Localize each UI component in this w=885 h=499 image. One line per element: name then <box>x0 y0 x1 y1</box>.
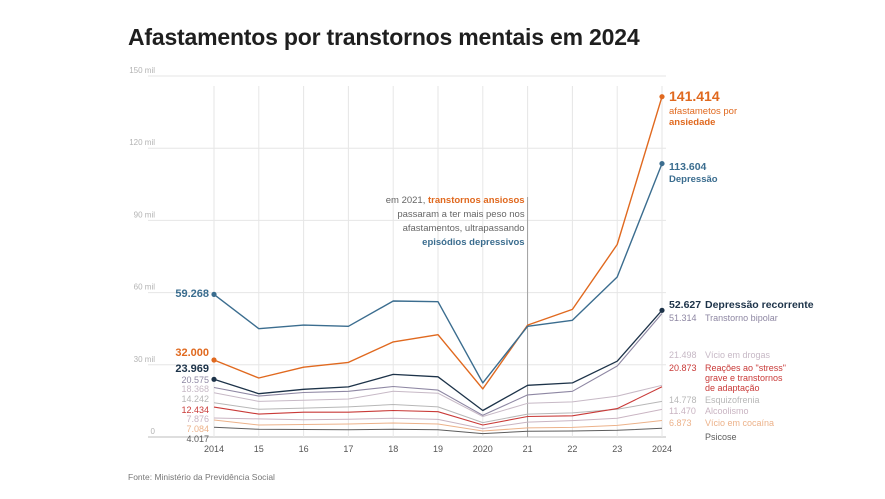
series-line-8 <box>213 419 663 432</box>
end-value-label: 20.873 <box>669 363 697 373</box>
end-value-label: 21.498 <box>669 350 697 360</box>
annotation-emph-anxiety: transtornos ansiosos <box>428 195 525 206</box>
annotation-emph-depression: episódios depressivos <box>422 237 524 248</box>
series-point-0 <box>211 291 217 297</box>
series-name-label: Vício em cocaína <box>705 418 774 428</box>
series-name-label: ansiedade <box>669 117 715 128</box>
annotation-lead: em 2021, <box>386 195 428 206</box>
start-value-label: 7.084 <box>186 424 209 434</box>
y-tick-label: 30 mil <box>134 355 156 364</box>
series-point-2 <box>659 307 665 313</box>
series-line-2 <box>213 309 663 412</box>
end-value-label: 141.414 <box>669 88 720 104</box>
start-value-label: 7.876 <box>186 414 209 424</box>
x-tick-label: 22 <box>567 444 577 454</box>
annotation-line-1: em 2021, transtornos ansiosos <box>386 195 525 206</box>
series-point-0 <box>659 160 665 167</box>
series-line-7 <box>213 408 663 430</box>
y-tick-label: 60 mil <box>134 283 156 292</box>
annotation-line-3: afastamentos, ultrapassando <box>403 223 525 234</box>
series-name-label: Depressão recorrente <box>705 299 814 311</box>
series-line-4 <box>213 384 663 417</box>
x-tick-label: 23 <box>612 444 622 454</box>
x-tick-label: 19 <box>433 444 443 454</box>
series-point-1 <box>659 94 665 100</box>
end-value-label: 6.873 <box>669 418 692 428</box>
start-value-label: 4.017 <box>186 434 209 444</box>
series-line-3 <box>213 313 663 416</box>
start-value-label: 32.000 <box>175 347 209 359</box>
x-tick-label: 17 <box>343 444 353 454</box>
y-tick-label: 120 mil <box>129 138 155 147</box>
series-name-label: Alcoolismo <box>705 406 749 416</box>
x-tick-label: 21 <box>523 444 533 454</box>
series-line-0 <box>213 163 663 384</box>
start-value-label: 12.434 <box>181 405 209 415</box>
chart-title: Afastamentos por transtornos mentais em … <box>128 24 640 50</box>
source-note: Fonte: Ministério da Previdência Social <box>128 472 275 482</box>
series-name-label: Esquizofrenia <box>705 395 760 405</box>
x-tick-label: 2024 <box>652 444 672 454</box>
series-name-label: Psicose <box>705 432 737 442</box>
start-value-label: 23.969 <box>175 363 209 375</box>
end-value-label: 113.604 <box>669 161 707 173</box>
series-name-label: Reações ao "stress" <box>705 363 786 373</box>
series-name-label: Transtorno bipolar <box>705 313 778 323</box>
y-tick-label: 90 mil <box>134 210 156 219</box>
series-name-label: grave e transtornos <box>705 373 783 383</box>
annotation-line-2: passaram a ter mais peso nos <box>397 209 525 220</box>
x-tick-label: 2014 <box>204 444 224 454</box>
series-line-9 <box>213 426 663 435</box>
end-value-label: 52.627 <box>669 299 701 311</box>
x-tick-label: 18 <box>388 444 398 454</box>
start-value-label: 14.242 <box>181 394 209 404</box>
start-value-label: 20.575 <box>181 375 209 385</box>
series-name-label: Depressão <box>669 174 718 185</box>
y-tick-label: 150 mil <box>129 66 155 75</box>
series-line-1 <box>213 96 663 390</box>
series-line-5 <box>213 386 663 426</box>
x-tick-label: 15 <box>254 444 264 454</box>
series-point-2 <box>211 376 217 382</box>
series-line-6 <box>213 400 663 424</box>
series-name-label: afastametos por <box>669 106 737 117</box>
x-tick-label: 16 <box>299 444 309 454</box>
series-name-label: de adaptação <box>705 383 760 393</box>
x-tick-label: 2020 <box>473 444 493 454</box>
series-point-1 <box>211 357 217 363</box>
series-name-label: Vício em drogas <box>705 350 771 360</box>
start-value-label: 18.368 <box>181 384 209 394</box>
end-value-label: 51.314 <box>669 313 697 323</box>
y-tick-label: 0 <box>151 427 156 436</box>
start-value-label: 59.268 <box>175 288 209 300</box>
end-value-label: 11.470 <box>669 406 696 416</box>
end-value-label: 14.778 <box>669 395 697 405</box>
